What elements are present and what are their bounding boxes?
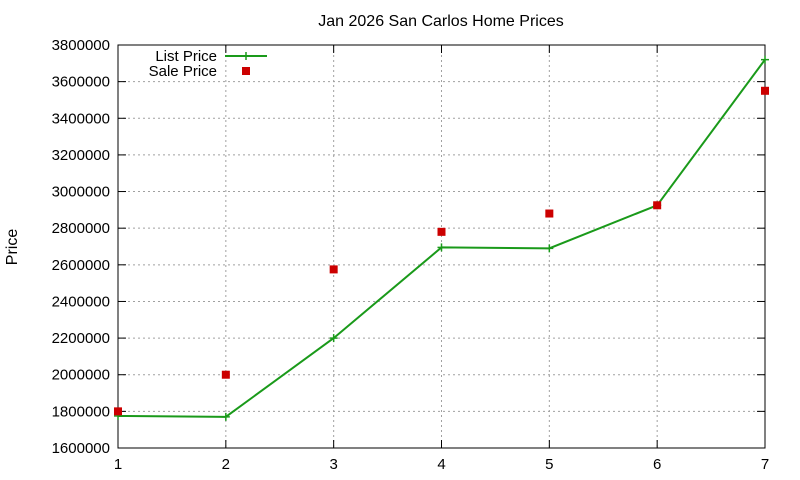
y-tick-label: 2000000 [52, 367, 110, 384]
y-tick-label: 3800000 [52, 37, 110, 54]
list-price-point [761, 55, 769, 64]
sale-price-point [761, 86, 769, 95]
y-tick-label: 2400000 [52, 293, 110, 310]
x-tick-label: 1 [114, 456, 122, 473]
y-tick-label: 3200000 [52, 147, 110, 164]
legend-swatch-sale-price [242, 67, 250, 75]
sale-price-point [221, 370, 230, 379]
legend-label-list-price: List Price [155, 48, 217, 65]
x-tick-label: 5 [545, 456, 553, 473]
x-tick-label: 7 [761, 456, 769, 473]
y-tick-label: 2200000 [52, 330, 110, 347]
x-tick-label: 2 [222, 456, 230, 473]
y-tick-label: 3000000 [52, 184, 110, 201]
list-price-point [437, 243, 446, 252]
axis-ticks: 1600000 1800000 2000000 2200000 2400000 26000… [52, 37, 770, 473]
y-tick-label: 2800000 [52, 220, 110, 237]
x-tick-label: 6 [653, 456, 661, 473]
sale-price-point [329, 265, 338, 274]
series-layer [114, 55, 769, 421]
x-tick-label: 3 [329, 456, 337, 473]
y-tick-label: 1600000 [52, 440, 110, 457]
list-price-point [329, 334, 338, 343]
y-axis-label: Price [4, 229, 21, 266]
list-price-line [117, 59, 766, 418]
y-tick-label: 3600000 [52, 74, 110, 91]
legend-label-sale-price: Sale Price [149, 63, 217, 80]
y-tick-label: 1800000 [52, 403, 110, 420]
list-price-point [545, 244, 554, 253]
chart-title: Jan 2026 San Carlos Home Prices [318, 13, 563, 30]
y-tick-label: 3400000 [52, 110, 110, 127]
sale-price-point [545, 209, 554, 218]
list-price-point [221, 412, 230, 421]
x-tick-label: 4 [437, 456, 445, 473]
sale-price-point [653, 201, 662, 210]
y-tick-label: 2600000 [52, 257, 110, 274]
sale-price-point [437, 227, 446, 236]
sale-price-point [114, 407, 122, 416]
